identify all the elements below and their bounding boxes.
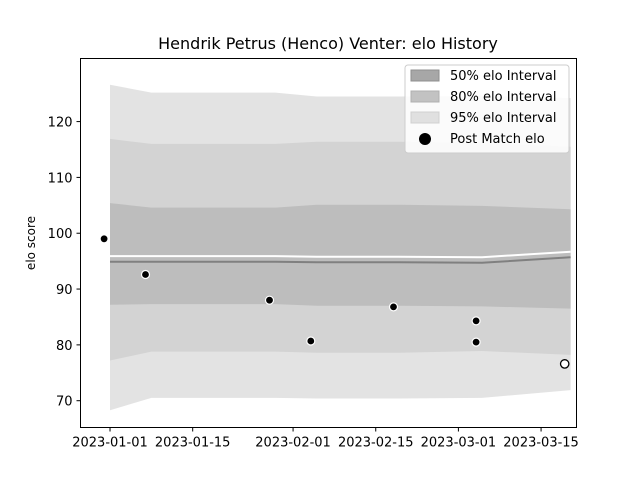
elo-point-6 [471, 337, 481, 347]
elo-point-0 [99, 234, 109, 244]
y-tick-label-0: 70 [56, 395, 73, 410]
post-match-points [99, 234, 570, 369]
y-tick-label-1: 80 [56, 339, 73, 354]
y-tick-label-3: 100 [48, 227, 73, 242]
plot-area [80, 58, 577, 428]
legend-label-80: 80% elo Interval [450, 90, 557, 105]
plot-frame [80, 58, 577, 428]
legend-label-95: 95% elo Interval [450, 111, 557, 126]
elo-point-2 [264, 295, 275, 305]
x-tick-label-1: 2023-01-15 [155, 436, 231, 451]
x-tick-label-3: 2023-02-15 [338, 436, 414, 451]
legend-swatch-50 [410, 69, 440, 82]
median-line [110, 250, 571, 259]
x-tick-label-0: 2023-01-01 [72, 436, 148, 451]
x-axis-ticks: 2023-01-01 2023-01-15 2023-02-01 2023-02-15… [72, 427, 579, 451]
y-tick-label-5: 120 [48, 116, 73, 131]
elo-point-5 [471, 316, 481, 326]
y-tick-label-2: 90 [56, 283, 73, 298]
series-lines [110, 250, 571, 264]
elo-point-7 [559, 359, 570, 369]
mean-line [110, 256, 571, 264]
legend-swatch-95 [410, 111, 440, 124]
y-axis-label: elo score [24, 216, 38, 270]
elo-point-1 [140, 269, 151, 280]
interval-bands [110, 84, 571, 411]
elo-point-3 [306, 336, 316, 346]
legend-box [404, 64, 570, 154]
x-tick-label-2: 2023-02-01 [255, 436, 331, 451]
x-tick-label-5: 2023-03-15 [503, 436, 579, 451]
y-axis-ticks: 70 80 90 100 110 120 [48, 116, 81, 410]
legend: 50% elo Interval 80% elo Interval 95% el… [404, 64, 570, 154]
legend-marker-points [419, 133, 431, 145]
legend-label-50: 50% elo Interval [450, 69, 557, 84]
legend-label-points: Post Match elo [450, 132, 545, 147]
x-tick-label-4: 2023-03-01 [421, 436, 497, 451]
legend-swatch-80 [410, 90, 440, 103]
chart-title: Hendrik Petrus (Henco) Venter: elo Histo… [158, 34, 498, 53]
y-tick-label-4: 110 [48, 171, 73, 186]
elo-point-4 [388, 302, 399, 312]
